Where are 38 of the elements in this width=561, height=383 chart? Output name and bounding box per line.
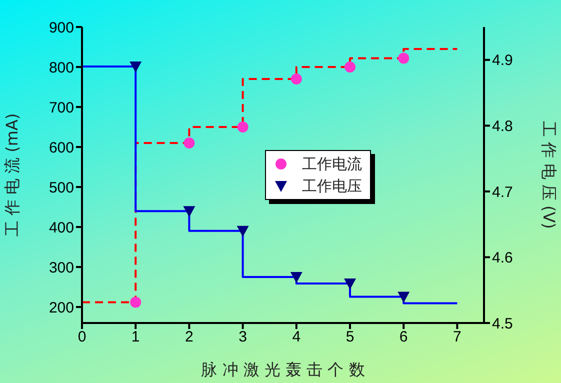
point	[130, 61, 142, 72]
point	[398, 52, 410, 64]
y2-tick-label: 4.5	[492, 315, 513, 332]
point	[344, 62, 356, 72]
point	[237, 122, 248, 132]
y-tick-label: 800	[48, 59, 74, 76]
y-tick-label: 400	[48, 219, 74, 236]
y-tick-label: 900	[48, 19, 74, 36]
x-tick-label: 3	[238, 328, 247, 346]
y2-tick-label: 4.6	[492, 250, 513, 267]
x-axis-title: 脉 冲 激 光 轰 击 个 数	[201, 360, 365, 379]
point	[398, 292, 410, 303]
point	[290, 74, 302, 84]
x-tick-label: 0	[78, 328, 86, 346]
x-tick-label: 4	[292, 328, 301, 346]
x-tick-label: 5	[346, 328, 354, 346]
point	[344, 278, 356, 290]
y-tick-label: 500	[48, 179, 74, 196]
y-tick-label: 700	[48, 99, 74, 116]
y-tick-label: 600	[48, 139, 74, 156]
x-tick-label: 6	[399, 328, 408, 346]
x-tick-label: 1	[131, 328, 140, 346]
point	[183, 206, 196, 218]
y2-tick-label: 4.8	[492, 118, 513, 135]
point	[290, 272, 302, 283]
point	[184, 138, 195, 148]
point	[236, 226, 249, 237]
y2-tick-label: 4.7	[492, 184, 513, 201]
point	[130, 296, 142, 308]
legend-label: 工作电压	[302, 176, 362, 196]
y2-tick-label: 4.9	[492, 52, 513, 70]
y2-axis-title: 工 作 电 压 (V)	[539, 121, 558, 229]
x-tick-label: 7	[453, 328, 462, 346]
y-tick-label: 200	[48, 299, 74, 316]
y-tick-label: 300	[48, 259, 74, 276]
legend-label: 工作电流	[302, 154, 362, 174]
y-axis-title: 工 作 电 流 (mA)	[2, 113, 22, 237]
x-tick-label: 2	[185, 328, 194, 346]
